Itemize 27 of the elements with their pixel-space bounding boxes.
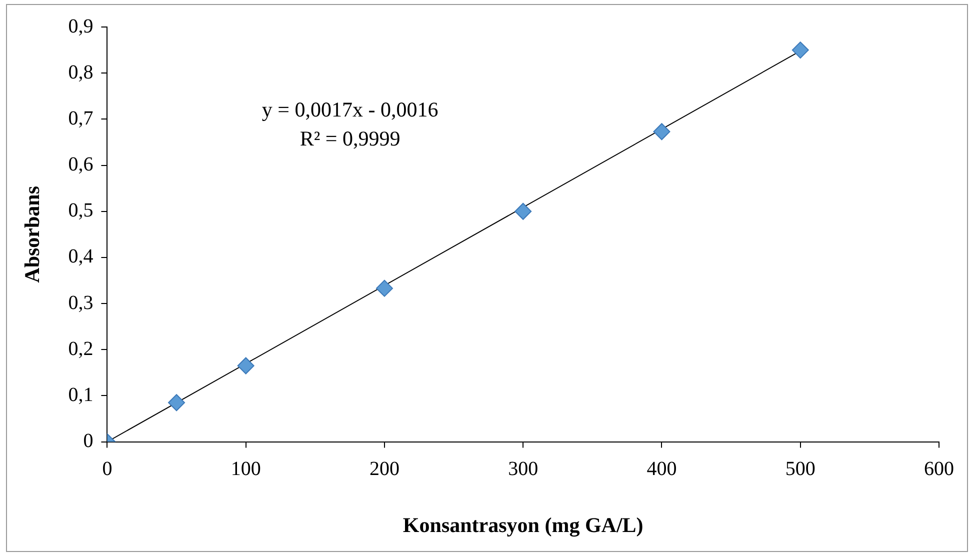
y-tick-label: 0,2: [68, 338, 94, 360]
point: [653, 123, 670, 140]
y-tick-label: 0,4: [68, 246, 94, 268]
y-tick-label: 0,3: [68, 292, 94, 314]
x-tick-label: 600: [924, 458, 954, 480]
y-axis-title: Absorbans: [20, 186, 44, 283]
y-tick-label: 0,5: [68, 200, 94, 222]
y-tick-label: 0,7: [68, 107, 94, 130]
x-tick-label: 100: [230, 458, 261, 480]
x-tick-label: 500: [785, 458, 816, 480]
annotation: R² = 0,9999: [300, 126, 400, 151]
x-tick-label: 200: [369, 458, 400, 480]
point: [792, 42, 809, 59]
point: [376, 280, 393, 297]
point: [514, 202, 532, 220]
x-tick-label: 300: [508, 458, 538, 480]
point: [168, 394, 186, 412]
x-axis-title: Konsantrasyon (mg GA/L): [402, 512, 644, 537]
y-tick-label: 0,6: [68, 154, 94, 176]
y-tick-label: 0,1: [68, 384, 94, 406]
x-tick-label: 400: [646, 458, 677, 480]
point: [237, 357, 254, 374]
x-tick-label: 0: [102, 458, 112, 480]
annotation: y = 0,0017x - 0,0016: [262, 98, 438, 122]
y-tick-label: 0,9: [68, 15, 94, 38]
y-tick-label: 0,8: [68, 61, 94, 84]
y-tick-label: 0: [83, 430, 94, 452]
